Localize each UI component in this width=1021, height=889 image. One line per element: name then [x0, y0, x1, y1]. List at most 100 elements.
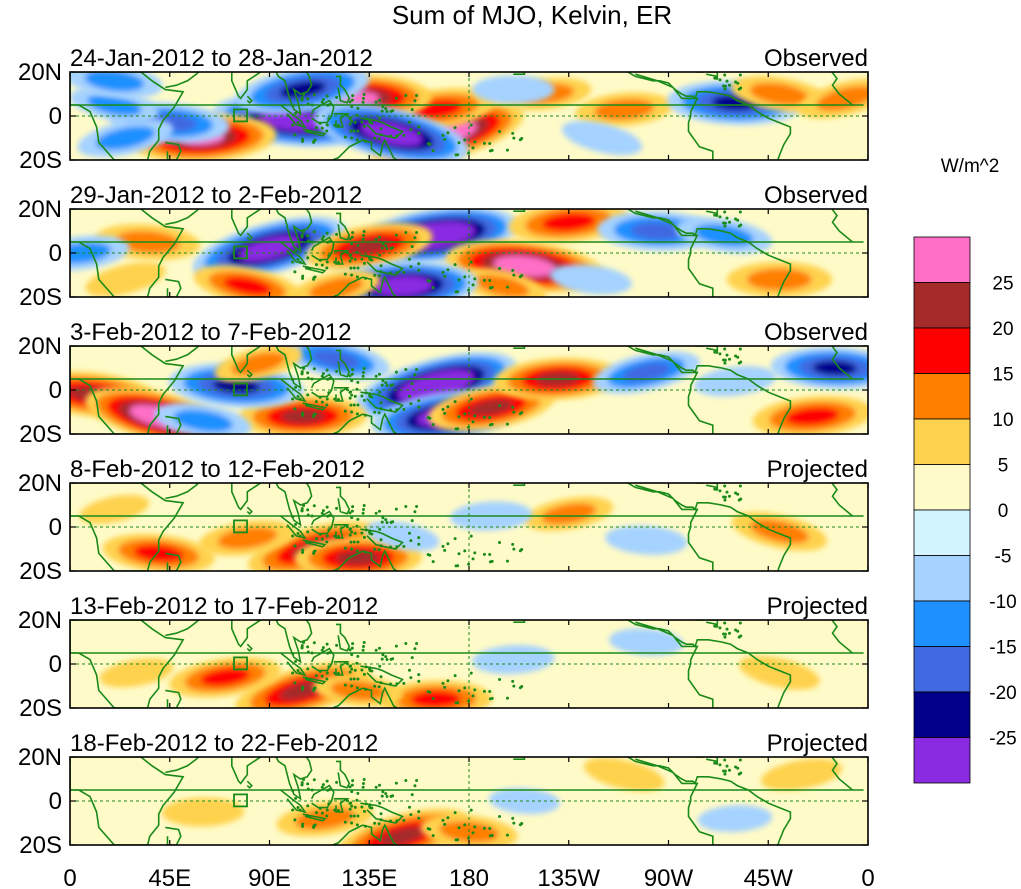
island: [407, 120, 411, 124]
island: [723, 73, 727, 77]
island: [348, 511, 352, 515]
anomaly-feature: [379, 680, 493, 708]
anomaly-feature: [609, 628, 684, 656]
island: [363, 687, 367, 691]
island: [327, 528, 331, 532]
island: [364, 254, 368, 258]
contour-level: [84, 72, 145, 92]
island: [298, 808, 302, 812]
island: [356, 243, 360, 247]
coastline: [333, 250, 350, 265]
island: [296, 668, 300, 672]
island: [723, 224, 727, 228]
island: [471, 420, 475, 424]
contour-level: [749, 82, 810, 106]
island: [306, 256, 310, 260]
island: [505, 696, 509, 700]
colorbar-swatch: [913, 464, 971, 511]
island: [378, 390, 382, 394]
island: [356, 380, 360, 384]
island: [306, 371, 310, 375]
island: [404, 94, 408, 98]
y-tick-label: 20N: [18, 333, 62, 360]
island: [348, 648, 352, 652]
island: [306, 782, 310, 786]
colorbar-swatch: [913, 691, 971, 738]
contour-level: [785, 407, 840, 426]
anomaly-feature: [770, 346, 868, 390]
island: [363, 276, 367, 280]
contour-level: [505, 259, 544, 273]
contour-level: [609, 628, 684, 656]
island: [301, 687, 305, 691]
coastline: [513, 346, 526, 350]
island: [352, 677, 356, 681]
contour-level: [594, 98, 655, 120]
island: [370, 258, 374, 262]
coastline: [360, 528, 404, 550]
anomaly-feature: [739, 655, 820, 690]
island: [413, 236, 417, 240]
island: [723, 635, 727, 639]
island: [343, 546, 347, 550]
island: [310, 377, 314, 381]
island: [402, 270, 406, 274]
coastline: [706, 620, 719, 626]
island: [320, 374, 324, 378]
island: [350, 136, 354, 140]
island: [388, 408, 392, 412]
island: [385, 246, 389, 250]
island: [473, 551, 477, 555]
island: [415, 641, 419, 645]
island: [722, 769, 726, 773]
island: [314, 400, 318, 404]
island: [351, 368, 355, 372]
island: [378, 116, 382, 120]
island: [380, 109, 384, 113]
island: [727, 494, 731, 498]
panel-date-range: 3-Feb-2012 to 7-Feb-2012: [70, 319, 352, 346]
island: [306, 239, 310, 243]
island: [327, 391, 331, 395]
panel-status: Observed: [764, 319, 868, 346]
contour-level: [469, 399, 514, 416]
island: [512, 684, 516, 688]
island: [306, 393, 310, 397]
island: [348, 116, 352, 120]
coastline: [336, 212, 351, 241]
island: [294, 385, 298, 389]
island: [738, 758, 742, 762]
island: [723, 361, 727, 365]
y-tick-label: 20S: [19, 832, 62, 859]
y-tick-label: 20S: [19, 147, 62, 174]
contour-level: [488, 787, 560, 815]
island: [413, 510, 417, 514]
island: [431, 286, 435, 290]
colorbar-label: 20: [992, 319, 1013, 340]
island: [350, 119, 354, 123]
reference-box: [233, 382, 248, 397]
contour-level: [384, 280, 421, 292]
island: [370, 532, 374, 536]
island: [312, 551, 316, 555]
anomaly-field: [79, 494, 828, 571]
island: [291, 260, 295, 264]
island: [722, 358, 726, 362]
island: [293, 818, 297, 822]
island: [738, 347, 742, 351]
coastline: [165, 346, 200, 363]
island: [296, 805, 300, 809]
island: [350, 273, 354, 277]
island: [349, 129, 353, 133]
island: [374, 100, 378, 104]
island: [310, 514, 314, 518]
island: [350, 256, 354, 260]
y-tick-label: 0: [49, 788, 62, 815]
panel-date-range: 8-Feb-2012 to 12-Feb-2012: [70, 456, 365, 483]
island: [364, 802, 368, 806]
colorbar-swatch: [913, 737, 971, 784]
colorbar-units: W/m^2: [941, 156, 1000, 177]
island: [389, 657, 393, 661]
island: [305, 814, 309, 818]
island: [380, 246, 384, 250]
